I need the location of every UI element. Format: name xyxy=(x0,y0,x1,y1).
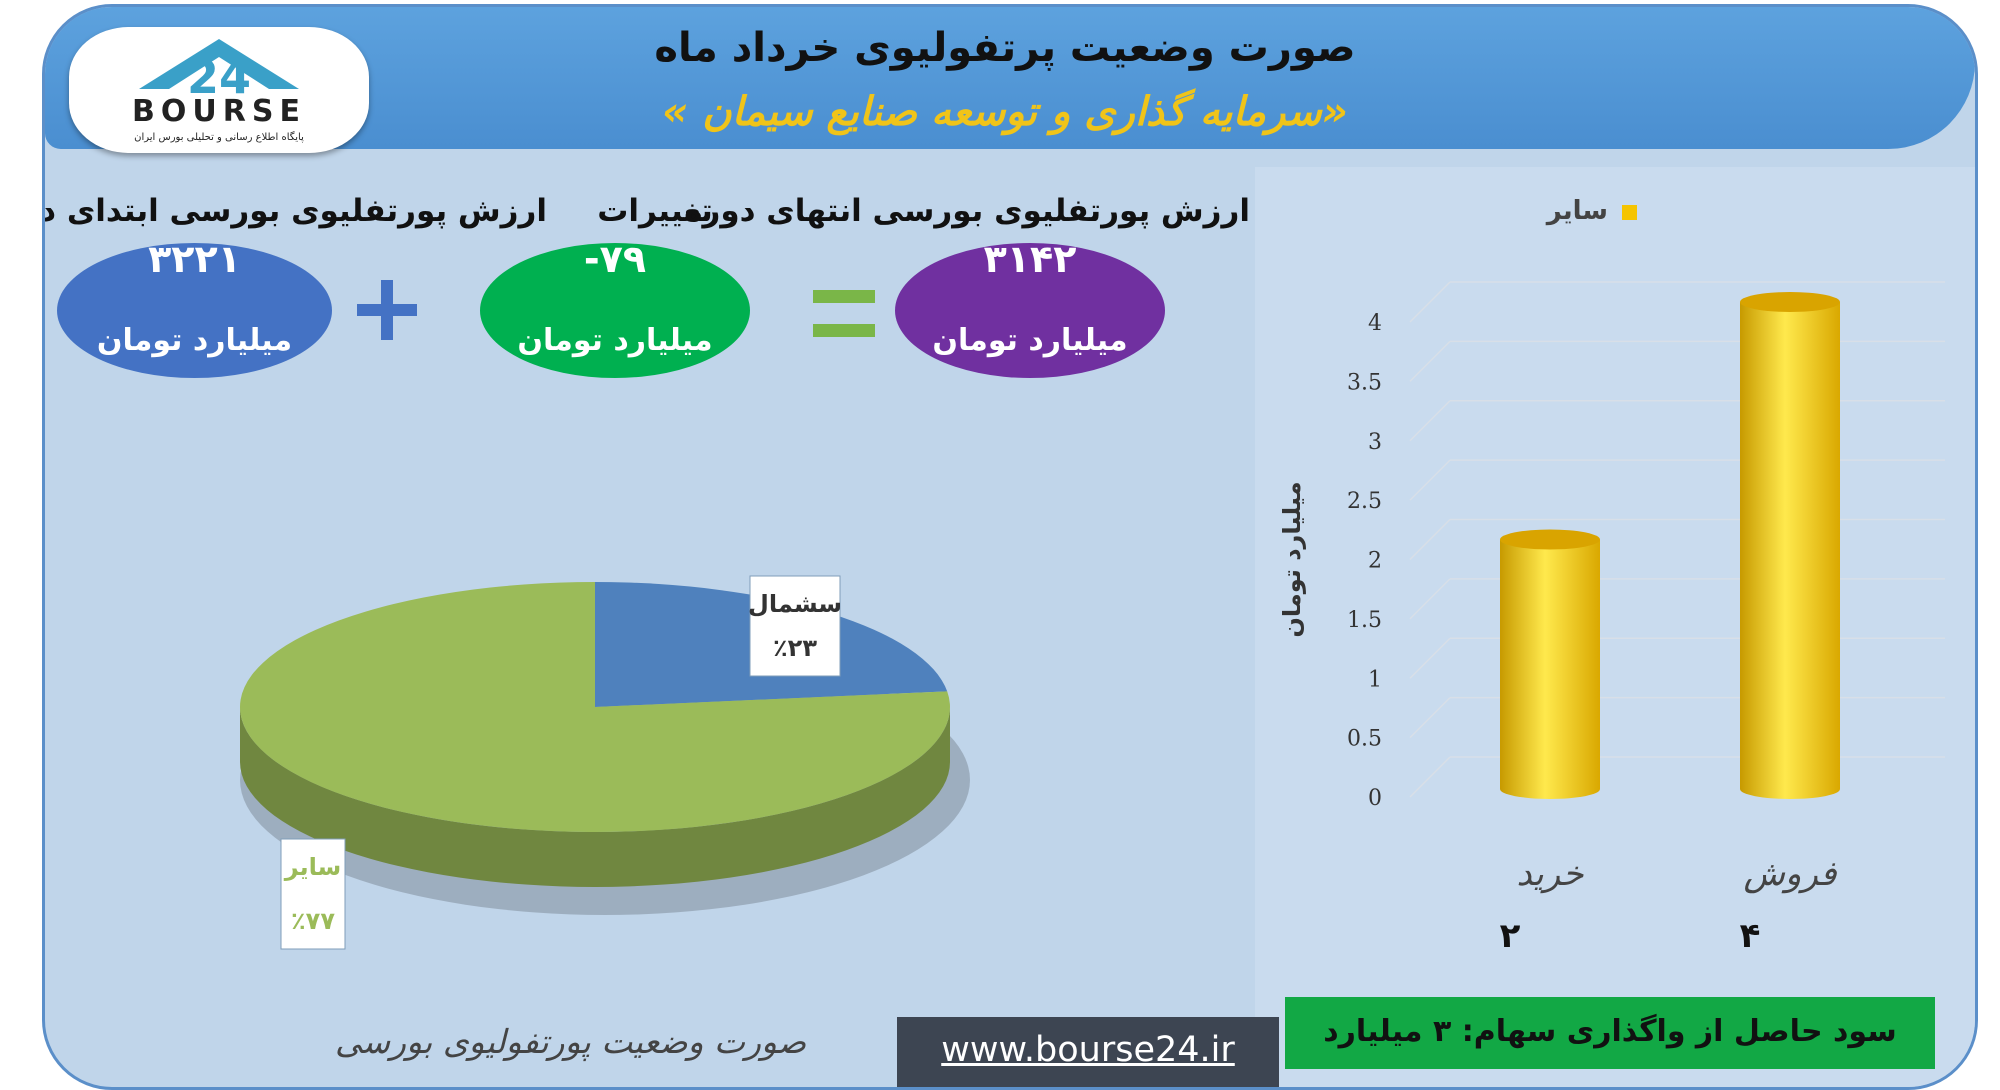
bar-top-1 xyxy=(1740,292,1840,312)
bar-chart-panel xyxy=(1255,167,1975,1087)
y-axis-label: میلیارد تومان xyxy=(1278,481,1306,637)
change-label: تغییرات xyxy=(597,193,713,229)
x-value-label-1: ۴ xyxy=(1740,916,1761,956)
y-tick-label: 1.5 xyxy=(1347,608,1382,633)
change-oval: -۷۹ میلیارد تومان xyxy=(480,237,750,378)
pie-slice-1 xyxy=(239,582,951,832)
start-value: ۳۲۲۱ xyxy=(148,237,241,281)
logo-mark-icon: 24 BOURSE پایگاه اطلاع رسانی و تحلیلی بو… xyxy=(132,39,306,143)
end-value: ۳۱۴۲ xyxy=(983,237,1077,281)
gridline-depth xyxy=(1409,400,1451,442)
page-title: صورت وضعیت پرتفولیوی خرداد ماه xyxy=(654,25,1356,71)
end-value-label: ارزش پورتفلیوی بورسی انتهای دوره xyxy=(684,193,1250,229)
x-category-label-0: خرید xyxy=(1516,854,1584,894)
pie-label-value-1: ٪۷۷ xyxy=(291,907,335,935)
pie-label-name-1: سایر xyxy=(284,853,342,881)
website-link[interactable]: www.bourse24.ir xyxy=(897,1017,1279,1087)
y-tick-label: 2.5 xyxy=(1347,489,1382,514)
bar-1 xyxy=(1740,292,1840,799)
bourse24-logo: 24 BOURSE پایگاه اطلاع رسانی و تحلیلی بو… xyxy=(69,27,369,153)
gridline-depth xyxy=(1409,756,1451,798)
logo-tagline: پایگاه اطلاع رسانی و تحلیلی بورس ایران xyxy=(134,131,304,143)
change-value: -۷۹ xyxy=(583,237,647,281)
y-tick-label: 0.5 xyxy=(1347,727,1382,752)
gridline-depth xyxy=(1409,459,1451,501)
pie-label-1: سایر ٪۷۷ xyxy=(280,838,346,950)
y-tick-label: 3.5 xyxy=(1347,370,1382,395)
plus-icon xyxy=(357,280,417,344)
gridline-depth xyxy=(1409,518,1451,561)
gridline-depth xyxy=(1409,340,1451,382)
legend: سایر xyxy=(1545,196,1637,226)
x-value-label-0: ۲ xyxy=(1500,916,1521,956)
pie-chart: سشمال ٪۲۳ سایر ٪۷۷ xyxy=(239,575,970,950)
start-value-label: ارزش پورتفلیوی بورسی ابتدای دوره xyxy=(45,193,547,229)
bar-top-0 xyxy=(1500,529,1600,550)
x-category-label-1: فروش xyxy=(1744,854,1838,894)
change-unit: میلیارد تومان xyxy=(517,323,713,358)
end-value-unit: میلیارد تومان xyxy=(932,323,1128,358)
gridline-depth xyxy=(1409,281,1451,323)
bar-body-1 xyxy=(1740,302,1840,799)
logo-text: BOURSE xyxy=(132,94,306,129)
pie-label-0: سشمال ٪۲۳ xyxy=(748,575,842,677)
legend-swatch xyxy=(1622,205,1637,220)
start-value-unit: میلیارد تومان xyxy=(96,323,293,358)
y-tick-label: 2 xyxy=(1368,549,1382,574)
profit-banner: سود حاصل از واگذاری سهام: ۳ میلیارد توما… xyxy=(1285,997,1935,1087)
equals-icon xyxy=(813,290,875,342)
website-url[interactable]: www.bourse24.ir xyxy=(941,1030,1235,1070)
start-value-oval: ۳۲۲۱ میلیارد تومان xyxy=(57,237,332,378)
gridline-depth xyxy=(1409,637,1451,679)
gridline-depth xyxy=(1409,578,1451,620)
logo-number: 24 xyxy=(187,50,251,104)
y-tick-label: 3 xyxy=(1368,430,1382,455)
gridline-depth xyxy=(1409,697,1451,739)
pie-label-value-0: ٪۲۳ xyxy=(773,634,817,662)
bar-body-0 xyxy=(1500,539,1600,799)
end-value-oval: ۳۱۴۲ میلیارد تومان xyxy=(895,237,1165,378)
pie-caption: صورت وضعیت پورتفولیوی بورسی xyxy=(335,1022,807,1061)
y-tick-label: 0 xyxy=(1368,786,1382,811)
bar-0 xyxy=(1500,529,1600,799)
infographic-frame: صورت وضعیت پرتفولیوی خرداد ماه «سرمایه گ… xyxy=(42,4,1978,1090)
y-tick-label: 1 xyxy=(1368,667,1382,692)
legend-label: سایر xyxy=(1545,196,1608,226)
pie-label-name-0: سشمال xyxy=(748,590,842,618)
bar-chart: 0 0.5 1 1.5 2 2.5 3 3.5 4 میلیارد تومان سایر خرید ۲ ف… xyxy=(1278,196,1945,956)
y-tick-label: 4 xyxy=(1368,311,1382,336)
page-subtitle: «سرمایه گذاری و توسعه صنایع سیمان » xyxy=(662,89,1348,135)
pie-side-wall xyxy=(240,707,950,887)
